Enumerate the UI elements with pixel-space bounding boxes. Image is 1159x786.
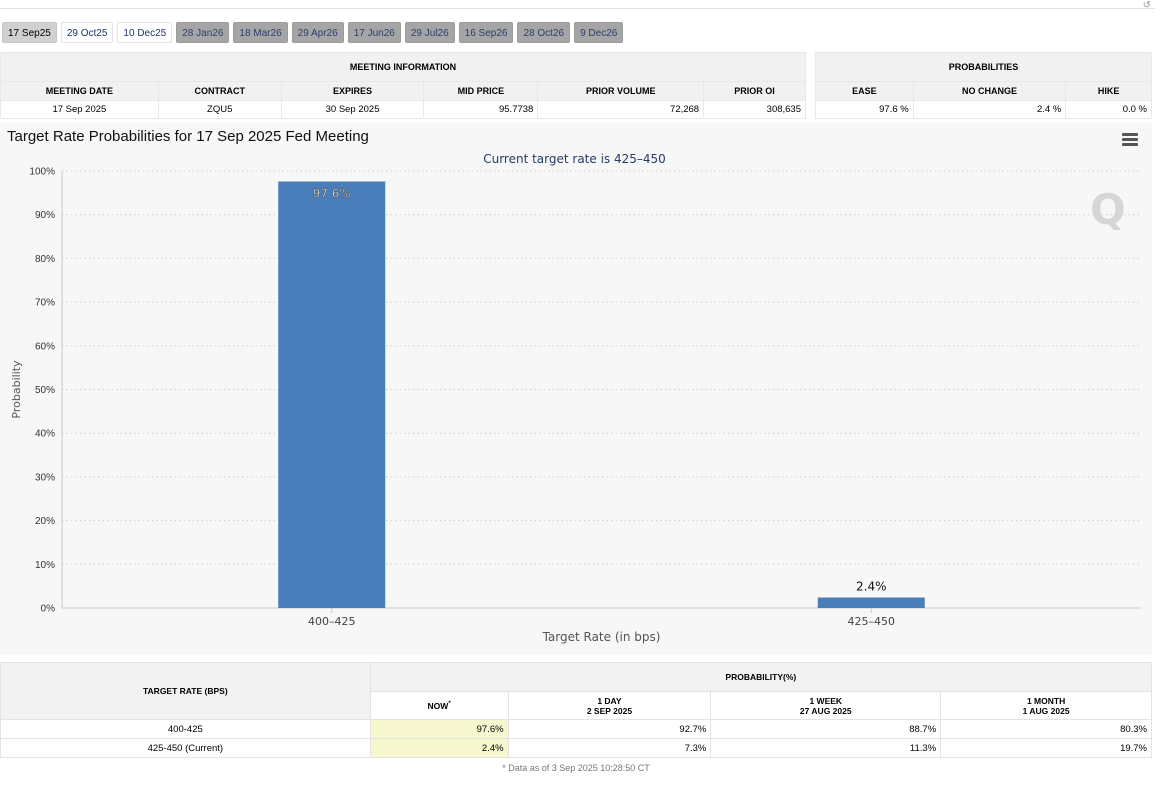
probabilities-title: PROBABILITIES bbox=[815, 52, 1152, 82]
tab-meeting-4[interactable]: 18 Mar26 bbox=[233, 22, 288, 43]
col-target-rate: TARGET RATE (BPS) bbox=[0, 662, 371, 720]
col-1-month: 1 MONTH 1 AUG 2025 bbox=[940, 691, 1152, 720]
col-1-month-label: 1 MONTH bbox=[1026, 695, 1066, 706]
y-tick-label: 80% bbox=[35, 254, 55, 265]
chart-menu-icon[interactable] bbox=[1122, 133, 1138, 147]
cell-mid-price: 95.7738 bbox=[423, 100, 539, 119]
bar-value-label: 97.6% bbox=[313, 186, 351, 200]
rate-probability-table: TARGET RATE (BPS) PROBABILITY(%) NOW* 1 … bbox=[0, 662, 1153, 778]
cell-no-change: 2.4 % bbox=[912, 100, 1067, 119]
top-divider bbox=[0, 8, 1155, 9]
cell-prior-oi: 308,635 bbox=[703, 100, 806, 119]
col-1-week: 1 WEEK 27 AUG 2025 bbox=[710, 691, 942, 720]
table-row: 425-450 (Current) 2.4% 7.3% 11.3% 19.7% bbox=[0, 738, 1152, 758]
cell-1-day: 7.3% bbox=[507, 738, 712, 758]
y-tick-label: 90% bbox=[35, 210, 55, 221]
chart-panel: Target Rate Probabilities for 17 Sep 202… bbox=[0, 123, 1152, 655]
cell-1-week: 11.3% bbox=[710, 738, 942, 758]
tab-meeting-8[interactable]: 16 Sep26 bbox=[458, 22, 514, 43]
cell-now: 97.6% bbox=[369, 719, 509, 739]
tab-meeting-3[interactable]: 28 Jan26 bbox=[176, 22, 230, 43]
cell-rate: 400-425 bbox=[0, 719, 371, 739]
cell-hike: 0.0 % bbox=[1065, 100, 1152, 119]
y-tick-label: 10% bbox=[35, 560, 55, 571]
cell-contract: ZQU5 bbox=[157, 100, 282, 119]
x-tick-label: 425–450 bbox=[848, 615, 896, 628]
y-tick-label: 60% bbox=[35, 341, 55, 352]
col-now-label: NOW bbox=[427, 700, 449, 711]
y-tick-label: 50% bbox=[35, 385, 55, 396]
cell-rate: 425-450 (Current) bbox=[0, 738, 371, 758]
bar bbox=[278, 181, 386, 608]
cell-1-week: 88.7% bbox=[710, 719, 942, 739]
chart-title: Target Rate Probabilities for 17 Sep 202… bbox=[7, 128, 369, 145]
y-tick-label: 40% bbox=[35, 429, 55, 440]
tab-meeting-1[interactable]: 29 Oct25 bbox=[60, 22, 114, 43]
tab-meeting-0[interactable]: 17 Sep25 bbox=[2, 22, 57, 43]
col-hike: HIKE bbox=[1065, 81, 1152, 101]
tab-meeting-5[interactable]: 29 Apr26 bbox=[291, 22, 344, 43]
tab-meeting-10[interactable]: 9 Dec26 bbox=[574, 22, 624, 43]
tab-meeting-2[interactable]: 10 Dec25 bbox=[117, 22, 173, 43]
y-tick-label: 100% bbox=[29, 167, 55, 178]
tab-meeting-6[interactable]: 17 Jun26 bbox=[347, 22, 401, 43]
col-prior-volume: PRIOR VOLUME bbox=[537, 81, 705, 101]
y-tick-label: 70% bbox=[35, 298, 55, 309]
chart-subtitle: Current target rate is 425–450 bbox=[483, 152, 666, 166]
meeting-info-table: MEETING INFORMATION MEETING DATE CONTRAC… bbox=[0, 52, 806, 119]
x-axis-title: Target Rate (in bps) bbox=[542, 630, 661, 644]
cell-ease: 97.6 % bbox=[815, 100, 914, 119]
cell-now: 2.4% bbox=[369, 738, 509, 758]
bar-chart: 0% 10% 20% 30% 40% 50% 60% 70% 80% 90% 100% 97.6% 40… bbox=[10, 152, 1141, 644]
col-1-day: 1 DAY 2 SEP 2025 bbox=[507, 691, 712, 720]
col-prior-oi: PRIOR OI bbox=[703, 81, 806, 101]
col-contract: CONTRACT bbox=[157, 81, 282, 101]
col-1-week-label: 1 WEEK bbox=[809, 695, 843, 706]
probabilities-table: PROBABILITIES EASE NO CHANGE HIKE 97.6 %… bbox=[815, 52, 1152, 119]
cell-1-month: 80.3% bbox=[940, 719, 1152, 739]
tab-meeting-7[interactable]: 29 Jul26 bbox=[404, 22, 455, 43]
bar-value-label: 2.4% bbox=[856, 580, 887, 594]
col-1-week-date: 27 AUG 2025 bbox=[799, 705, 852, 716]
col-no-change: NO CHANGE bbox=[912, 81, 1067, 101]
y-axis-title: Probability bbox=[10, 360, 23, 419]
col-1-day-date: 2 SEP 2025 bbox=[586, 705, 633, 716]
scroll-indicator-icon[interactable]: ↺ bbox=[1142, 0, 1151, 11]
tab-meeting-9[interactable]: 28 Oct26 bbox=[517, 22, 571, 43]
y-tick-label: 30% bbox=[35, 472, 55, 483]
col-meeting-date: MEETING DATE bbox=[0, 81, 159, 101]
cell-1-day: 92.7% bbox=[507, 719, 712, 739]
cell-expires: 30 Sep 2025 bbox=[280, 100, 425, 119]
col-now: NOW* bbox=[369, 691, 509, 720]
watermark-logo: Q bbox=[1090, 185, 1126, 234]
data-footnote: * Data as of 3 Sep 2025 10:28:50 CT bbox=[502, 762, 650, 773]
col-probability: PROBABILITY(%) bbox=[369, 662, 1153, 692]
col-ease: EASE bbox=[815, 81, 914, 101]
y-tick-label: 0% bbox=[41, 604, 56, 615]
col-expires: EXPIRES bbox=[280, 81, 425, 101]
cell-1-month: 19.7% bbox=[940, 738, 1152, 758]
x-tick-label: 400–425 bbox=[308, 615, 356, 628]
meeting-info-title: MEETING INFORMATION bbox=[0, 52, 806, 82]
col-1-month-date: 1 AUG 2025 bbox=[1022, 705, 1070, 716]
bar bbox=[817, 597, 925, 608]
table-row: 400-425 97.6% 92.7% 88.7% 80.3% bbox=[0, 719, 1152, 739]
col-mid-price: MID PRICE bbox=[423, 81, 539, 101]
col-1-day-label: 1 DAY bbox=[597, 695, 622, 706]
cell-prior-volume: 72,268 bbox=[537, 100, 705, 119]
meeting-tabs: 17 Sep25 29 Oct25 10 Dec25 28 Jan26 18 Mar26… bbox=[2, 22, 624, 43]
y-tick-label: 20% bbox=[35, 516, 55, 527]
cell-meeting-date: 17 Sep 2025 bbox=[0, 100, 159, 119]
col-now-footnote-mark: * bbox=[448, 700, 451, 707]
